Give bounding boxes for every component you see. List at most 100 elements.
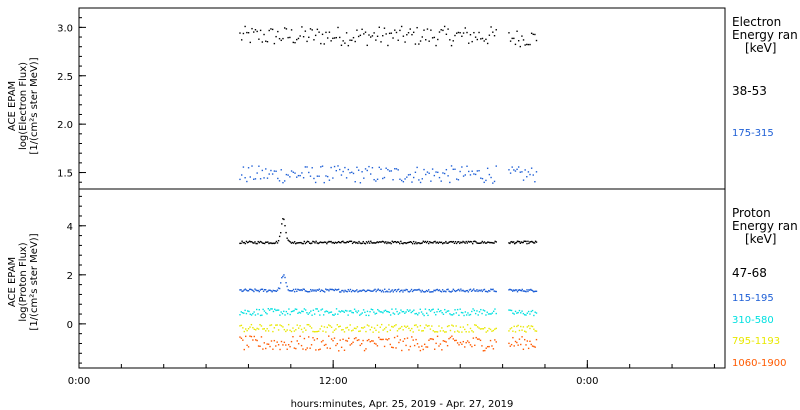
proton-point-1060-1900 [370, 340, 373, 342]
proton-point-310-580 [250, 314, 253, 316]
proton-point-47-68 [402, 242, 404, 245]
proton-point-310-580 [508, 309, 510, 311]
proton-point-795-1193 [373, 327, 376, 329]
proton-point-47-68 [471, 242, 474, 245]
proton-point-115-195 [367, 289, 370, 291]
electron-point-38-53 [449, 39, 451, 41]
proton-point-1060-1900 [405, 344, 407, 347]
proton-point-1060-1900 [401, 349, 403, 352]
electron-point-38-53 [253, 31, 255, 33]
proton-point-1060-1900 [336, 342, 339, 345]
proton-point-310-580 [510, 309, 513, 312]
electron-point-38-53 [313, 39, 315, 41]
proton-point-115-195 [464, 290, 466, 293]
proton-point-310-580 [259, 314, 262, 317]
proton-point-1060-1900 [523, 338, 526, 341]
proton-point-795-1193 [444, 331, 446, 333]
proton-point-310-580 [267, 307, 270, 310]
proton-point-310-580 [325, 310, 327, 312]
proton-point-115-195 [316, 289, 318, 291]
proton-point-1060-1900 [260, 336, 263, 338]
electron-point-175-315 [304, 166, 307, 168]
proton-point-47-68 [246, 241, 249, 244]
proton-point-47-68 [473, 240, 475, 243]
proton-point-47-68 [449, 241, 451, 243]
proton-point-47-68 [331, 242, 333, 244]
proton-point-1060-1900 [320, 341, 323, 343]
proton-point-47-68 [274, 242, 277, 244]
electron-point-38-53 [287, 36, 289, 39]
electron-point-175-315 [337, 165, 339, 167]
proton-point-1060-1900 [255, 339, 257, 341]
proton-point-310-580 [526, 312, 529, 314]
electron-point-175-315 [271, 173, 274, 175]
proton-point-795-1193 [389, 329, 392, 331]
proton-point-115-195 [297, 288, 299, 291]
electron-point-38-53 [335, 36, 337, 39]
proton-point-795-1193 [385, 326, 387, 329]
proton-point-115-195 [520, 290, 523, 292]
electron-point-175-315 [380, 168, 382, 170]
proton-point-310-580 [424, 308, 427, 310]
proton-point-795-1193 [358, 330, 360, 333]
proton-point-310-580 [298, 311, 300, 314]
proton-point-1060-1900 [330, 338, 333, 340]
proton-point-310-580 [302, 310, 304, 313]
x-axis-label: hours:minutes, Apr. 25, 2019 - Apr. 27, … [291, 399, 514, 410]
proton-point-115-195 [361, 289, 363, 292]
proton-point-1060-1900 [436, 335, 439, 338]
electron-point-38-53 [240, 39, 243, 41]
proton-point-47-68 [421, 242, 423, 244]
proton-point-1060-1900 [494, 339, 496, 341]
electron-point-38-53 [380, 41, 382, 43]
electron-point-38-53 [277, 30, 279, 33]
proton-point-47-68 [375, 242, 377, 244]
proton-point-115-195 [387, 291, 389, 293]
electron-point-38-53 [256, 30, 258, 33]
proton-point-1060-1900 [429, 338, 432, 340]
proton-point-115-195 [370, 290, 372, 292]
proton-point-310-580 [258, 308, 260, 311]
x-tick-label: 0:00 [576, 376, 598, 387]
proton-point-310-580 [449, 313, 451, 315]
proton-point-795-1193 [276, 324, 278, 326]
proton-point-795-1193 [323, 326, 326, 328]
proton-point-47-68 [419, 242, 421, 245]
proton-point-310-580 [432, 308, 434, 310]
proton-point-47-68 [493, 242, 495, 244]
electron-point-175-315 [277, 177, 279, 180]
electron-point-175-315 [440, 180, 442, 182]
proton-point-115-195 [394, 288, 397, 291]
proton-point-795-1193 [418, 329, 420, 331]
proton-point-47-68 [272, 242, 274, 244]
proton-point-1060-1900 [307, 336, 310, 338]
proton-point-310-580 [455, 312, 458, 314]
proton-point-1060-1900 [484, 349, 486, 352]
proton-point-115-195 [459, 290, 461, 292]
proton-point-47-68 [447, 242, 449, 244]
proton-point-115-195 [263, 288, 266, 291]
proton-point-47-68 [403, 242, 405, 244]
proton-point-1060-1900 [310, 344, 313, 346]
proton-point-115-195 [356, 289, 358, 291]
electron-ylabel-line-3: [1/(cm²s ster MeV)] [29, 57, 40, 154]
electron-point-175-315 [390, 170, 393, 172]
proton-point-115-195 [335, 289, 338, 291]
proton-point-115-195 [329, 288, 331, 290]
proton-point-115-195 [400, 289, 402, 292]
proton-point-1060-1900 [512, 336, 514, 339]
proton-point-115-195 [408, 291, 411, 293]
proton-point-795-1193 [369, 329, 371, 331]
electron-point-175-315 [443, 172, 446, 175]
proton-point-47-68 [335, 242, 338, 244]
electron-point-38-53 [278, 37, 281, 40]
proton-point-47-68 [301, 242, 303, 245]
proton-point-47-68 [366, 242, 369, 244]
proton-point-1060-1900 [362, 339, 364, 342]
proton-point-795-1193 [339, 325, 341, 327]
proton-point-47-68 [518, 240, 521, 243]
proton-point-115-195 [395, 290, 398, 293]
proton-point-47-68 [436, 241, 438, 243]
proton-point-795-1193 [396, 330, 399, 332]
proton-point-310-580 [271, 308, 273, 310]
